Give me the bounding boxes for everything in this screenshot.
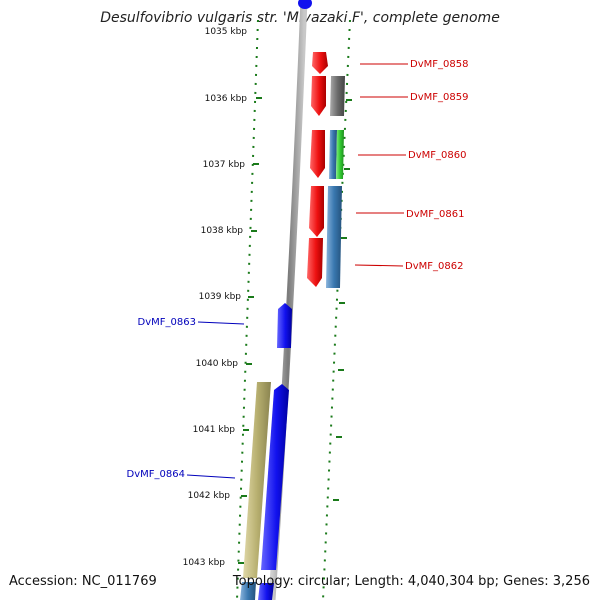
gene-dvmf-0864[interactable] — [261, 384, 289, 570]
reverse-genes — [258, 303, 292, 600]
gene-dvmf-0859[interactable] — [311, 76, 326, 116]
gene-label-dvmf-0864[interactable]: DvMF_0864 — [127, 469, 185, 480]
feature-block-gray — [330, 76, 345, 116]
gene-label-dvmf-0861[interactable]: DvMF_0861 — [406, 209, 464, 220]
tick-label: 1037 kbp — [203, 160, 246, 170]
tick-label: 1038 kbp — [201, 226, 244, 236]
gene-dvmf-0858[interactable] — [312, 52, 328, 74]
gene-dvmf-0863[interactable] — [277, 303, 292, 348]
gene-dvmf-0862[interactable] — [307, 238, 323, 287]
tick-label: 1043 kbp — [183, 558, 226, 568]
gene-label-dvmf-0862[interactable]: DvMF_0862 — [405, 261, 463, 272]
gene-label-dvmf-0859[interactable]: DvMF_0859 — [410, 92, 468, 103]
tick-label: 1041 kbp — [193, 425, 236, 435]
inner-feature-blocks — [240, 382, 271, 600]
connector-dvmf-0863 — [197, 321, 245, 325]
tick-label: 1035 kbp — [205, 27, 248, 37]
gene-dvmf-0861[interactable] — [309, 186, 324, 237]
feature-blocks — [326, 76, 345, 288]
genome-info-text: Topology: circular; Length: 4,040,304 bp… — [232, 574, 590, 589]
feature-block-steelblue — [329, 130, 337, 179]
gene-dvmf-0860[interactable] — [310, 130, 325, 178]
feature-block-green — [336, 130, 344, 179]
connector-dvmf-0864 — [186, 474, 236, 479]
accession-text: Accession: NC_011769 — [9, 574, 157, 589]
gene-label-dvmf-0860[interactable]: DvMF_0860 — [408, 150, 466, 161]
tick-label: 1036 kbp — [205, 94, 248, 104]
tick-label: 1039 kbp — [199, 292, 242, 302]
tick-label: 1040 kbp — [196, 359, 239, 369]
scale-ticks-right — [333, 99, 352, 501]
tick-label: 1042 kbp — [188, 491, 231, 501]
gene-block-blue — [258, 583, 274, 600]
label-connectors — [186, 63, 408, 479]
feature-block-steelblue — [240, 582, 256, 600]
feature-block-khaki — [243, 382, 271, 578]
feature-block-steelblue — [326, 186, 342, 288]
backbone-top-marker — [298, 0, 312, 9]
forward-genes — [307, 52, 328, 287]
scale-ticks — [238, 97, 262, 564]
gene-label-dvmf-0863[interactable]: DvMF_0863 — [138, 317, 196, 328]
gene-label-dvmf-0858[interactable]: DvMF_0858 — [410, 59, 468, 70]
connector-dvmf-0862 — [354, 264, 404, 267]
